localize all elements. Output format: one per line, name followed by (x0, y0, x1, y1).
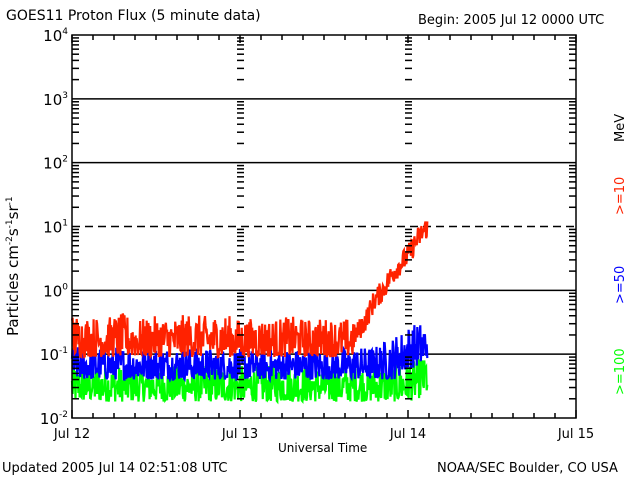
y-tick-exponent: -1 (59, 346, 68, 356)
y-tick-label: 103 (43, 91, 68, 109)
legend-ge100: >=100 (613, 348, 628, 395)
y-tick-base: 10 (43, 219, 62, 237)
begin-time-label: Begin: 2005 Jul 12 0000 UTC (418, 13, 605, 28)
y-tick-exponent: 0 (62, 282, 68, 292)
y-tick-label: 104 (43, 27, 68, 45)
series-line (70, 221, 429, 360)
y-tick-exponent: -2 (59, 410, 68, 420)
legend-unit: MeV (613, 113, 628, 142)
y-tick-exponent: 1 (62, 219, 68, 229)
gridlines (72, 98, 576, 355)
series-50 (70, 325, 429, 384)
x-tick-label: Jul 15 (557, 427, 594, 442)
y-tick-label: 10-1 (40, 346, 68, 364)
x-tick-label: Jul 14 (389, 427, 426, 442)
y-tick-label: 10-2 (40, 410, 68, 428)
y-tick-base: 10 (43, 91, 62, 109)
series-line (70, 325, 429, 384)
series-10 (70, 221, 429, 360)
y-tick-base: 10 (43, 155, 62, 173)
series-layer (70, 221, 429, 405)
y-tick-exponent: 3 (62, 91, 68, 101)
credit-label: NOAA/SEC Boulder, CO USA (437, 461, 618, 476)
y-tick-label: 100 (43, 282, 68, 300)
x-tick-label: Jul 13 (221, 427, 258, 442)
y-tick-label: 101 (43, 219, 68, 237)
y-tick-exponent: 2 (62, 155, 68, 165)
updated-timestamp: Updated 2005 Jul 14 02:51:08 UTC (2, 461, 228, 476)
legend-ge50: >=50 (613, 265, 628, 304)
x-axis-label: Universal Time (278, 441, 368, 455)
axes (71, 34, 577, 419)
y-tick-base: 10 (40, 410, 59, 428)
y-tick-base: 10 (43, 282, 62, 300)
x-tick-label: Jul 12 (53, 427, 90, 442)
y-tick-base: 10 (40, 346, 59, 364)
chart-title: GOES11 Proton Flux (5 minute data) (6, 8, 261, 24)
y-tick-base: 10 (43, 27, 62, 45)
y-tick-label: 102 (43, 155, 68, 173)
y-tick-exponent: 4 (62, 27, 68, 37)
y-axis-label: Particles cm-2s-1sr-1 (4, 196, 22, 336)
legend-ge10: >=10 (613, 176, 628, 215)
